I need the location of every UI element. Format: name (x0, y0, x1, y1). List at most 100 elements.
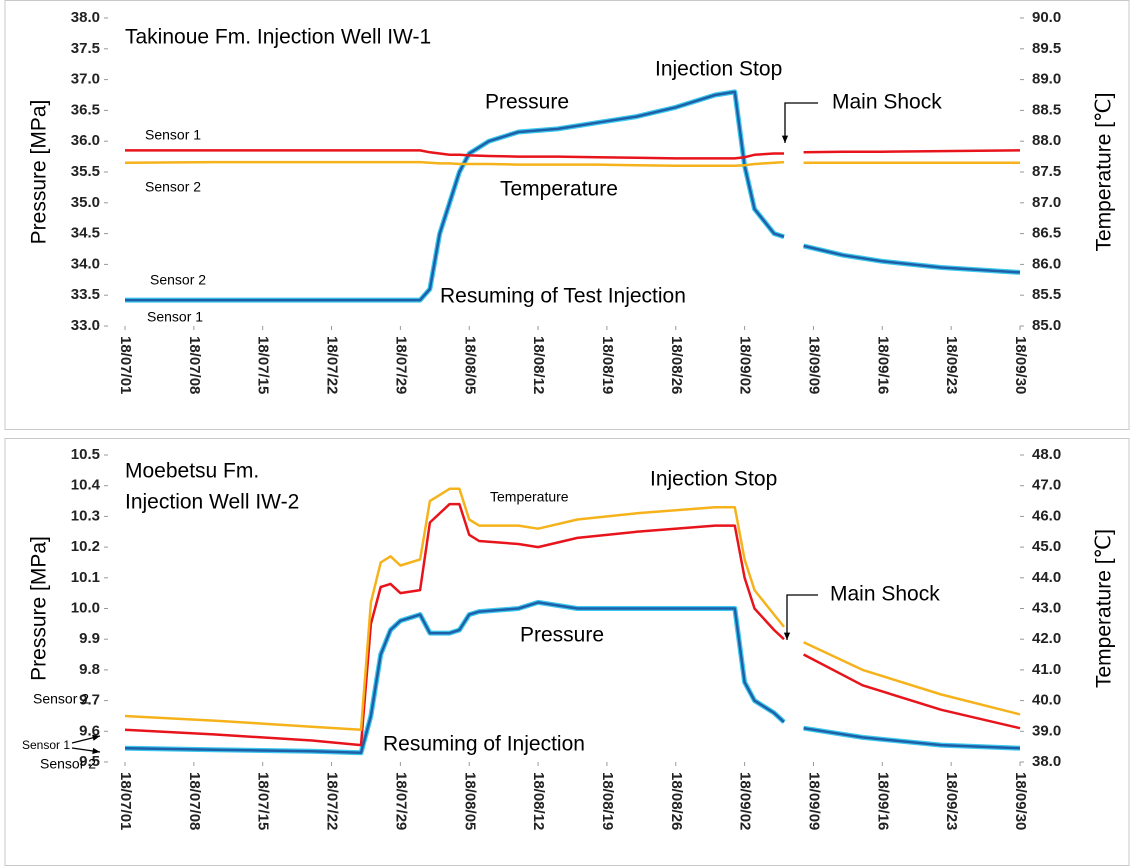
annotation: Injection Stop (655, 58, 782, 81)
arrow-head (92, 734, 100, 741)
x-tick-label: 18/07/29 (392, 336, 409, 394)
x-tick-label: 18/09/02 (737, 772, 754, 830)
y-tick-label: 10.3 (71, 507, 100, 524)
y2-tick-label: 85.5 (1032, 286, 1061, 303)
y2-tick-label: 86.0 (1032, 255, 1061, 272)
x-tick-label: 18/09/30 (1012, 336, 1029, 394)
y2-tick-label: 89.5 (1032, 40, 1061, 57)
x-tick-label: 18/07/15 (255, 772, 272, 830)
y-tick-label: 10.2 (71, 538, 100, 555)
x-tick-label: 18/08/05 (461, 336, 478, 394)
annotation: Sensor 1 (22, 738, 70, 752)
annotation: Temperature (500, 178, 618, 201)
annotation: Sensor 2 (150, 272, 206, 288)
x-tick-label: 18/08/19 (599, 772, 616, 830)
x-tick-label: 18/09/09 (805, 336, 822, 394)
y2-tick-label: 44.0 (1032, 569, 1061, 586)
annotation: Sensor 1 (147, 309, 203, 325)
y-tick-label: 37.5 (71, 40, 100, 57)
y-tick-label: 9.5 (79, 753, 100, 770)
y2-tick-label: 38.0 (1032, 753, 1061, 770)
y-axis-label: Pressure [MPa] (28, 536, 51, 681)
y-tick-label: 36.0 (71, 132, 100, 149)
y2-tick-label: 90.0 (1032, 9, 1061, 26)
y-tick-label: 35.0 (71, 194, 100, 211)
y2-axis-label: Temperature [℃] (1093, 93, 1116, 252)
y2-tick-label: 43.0 (1032, 599, 1061, 616)
annotation: Temperature (490, 489, 569, 505)
annotation: Sensor 1 (145, 127, 201, 143)
series-line (124, 601, 1021, 755)
series-line (124, 487, 1021, 732)
chart-title: Moebetsu Fm. (125, 460, 259, 483)
x-tick-label: 18/08/19 (599, 336, 616, 394)
series-line (125, 149, 1021, 160)
y-tick-label: 9.9 (79, 630, 100, 647)
annotation: Sensor 2 (33, 691, 89, 707)
annotation: Resuming of Injection (383, 733, 585, 756)
series-line (124, 502, 1021, 747)
y2-axis-label: Temperature [℃] (1093, 529, 1116, 688)
y2-tick-label: 88.5 (1032, 101, 1061, 118)
y-tick-label: 38.0 (71, 9, 100, 26)
y2-tick-label: 42.0 (1032, 630, 1061, 647)
chart-title: Injection Well IW-2 (125, 491, 299, 514)
x-tick-label: 18/07/08 (186, 772, 203, 830)
y2-tick-label: 45.0 (1032, 538, 1061, 555)
x-tick-label: 18/09/09 (805, 772, 822, 830)
x-tick-label: 18/08/26 (668, 336, 685, 394)
x-tick-label: 18/08/26 (668, 772, 685, 830)
y-tick-label: 10.4 (71, 477, 101, 494)
x-tick-label: 18/08/12 (530, 772, 547, 830)
series-line (125, 90, 1021, 302)
x-tick-label: 18/07/01 (117, 336, 134, 394)
y-tick-label: 9.7 (79, 692, 100, 709)
x-tick-label: 18/08/12 (530, 336, 547, 394)
x-tick-label: 18/09/16 (874, 772, 891, 830)
annotation: Sensor 2 (145, 179, 201, 195)
x-tick-label: 18/07/15 (255, 336, 272, 394)
arrow-head (783, 632, 791, 640)
annotation: Main Shock (830, 583, 940, 606)
x-tick-label: 18/09/16 (874, 336, 891, 394)
y-tick-label: 10.5 (71, 446, 100, 463)
y2-tick-label: 41.0 (1032, 661, 1061, 678)
series-line (124, 160, 1020, 168)
x-tick-label: 18/07/22 (324, 772, 341, 830)
arrow (784, 102, 818, 143)
y-axis-label: Pressure [MPa] (28, 100, 51, 245)
annotation: Pressure (520, 624, 604, 647)
arrow (786, 594, 818, 640)
y-tick-label: 33.5 (71, 286, 100, 303)
chart-title: Takinoue Fm. Injection Well IW-1 (125, 26, 431, 49)
x-tick-label: 18/09/23 (943, 772, 960, 830)
y-tick-label: 33.0 (71, 317, 100, 334)
x-tick-label: 18/07/22 (324, 336, 341, 394)
arrow-head (781, 135, 789, 143)
annotation: Sensor 2 (40, 756, 96, 772)
annotation: Pressure (485, 91, 569, 114)
y2-tick-label: 48.0 (1032, 446, 1061, 463)
y-tick-label: 35.5 (71, 163, 100, 180)
annotation: Resuming of Test Injection (440, 285, 686, 308)
y-tick-label: 10.0 (71, 599, 100, 616)
y2-tick-label: 39.0 (1032, 722, 1061, 739)
y-tick-label: 9.8 (79, 661, 100, 678)
y2-tick-label: 89.0 (1032, 71, 1061, 88)
y2-tick-label: 87.0 (1032, 194, 1061, 211)
y2-tick-label: 47.0 (1032, 477, 1061, 494)
y-tick-label: 10.1 (71, 569, 100, 586)
panel-frame (4, 0, 1130, 430)
y-tick-label: 9.6 (79, 722, 100, 739)
x-tick-label: 18/09/02 (737, 336, 754, 394)
y-tick-label: 34.0 (71, 255, 100, 272)
y2-tick-label: 87.5 (1032, 163, 1061, 180)
y-tick-label: 36.5 (71, 101, 100, 118)
y2-tick-label: 40.0 (1032, 692, 1061, 709)
x-tick-label: 18/07/29 (392, 772, 409, 830)
y-tick-label: 34.5 (71, 225, 100, 242)
y-tick-label: 37.0 (71, 71, 100, 88)
x-tick-label: 18/09/30 (1012, 772, 1029, 830)
